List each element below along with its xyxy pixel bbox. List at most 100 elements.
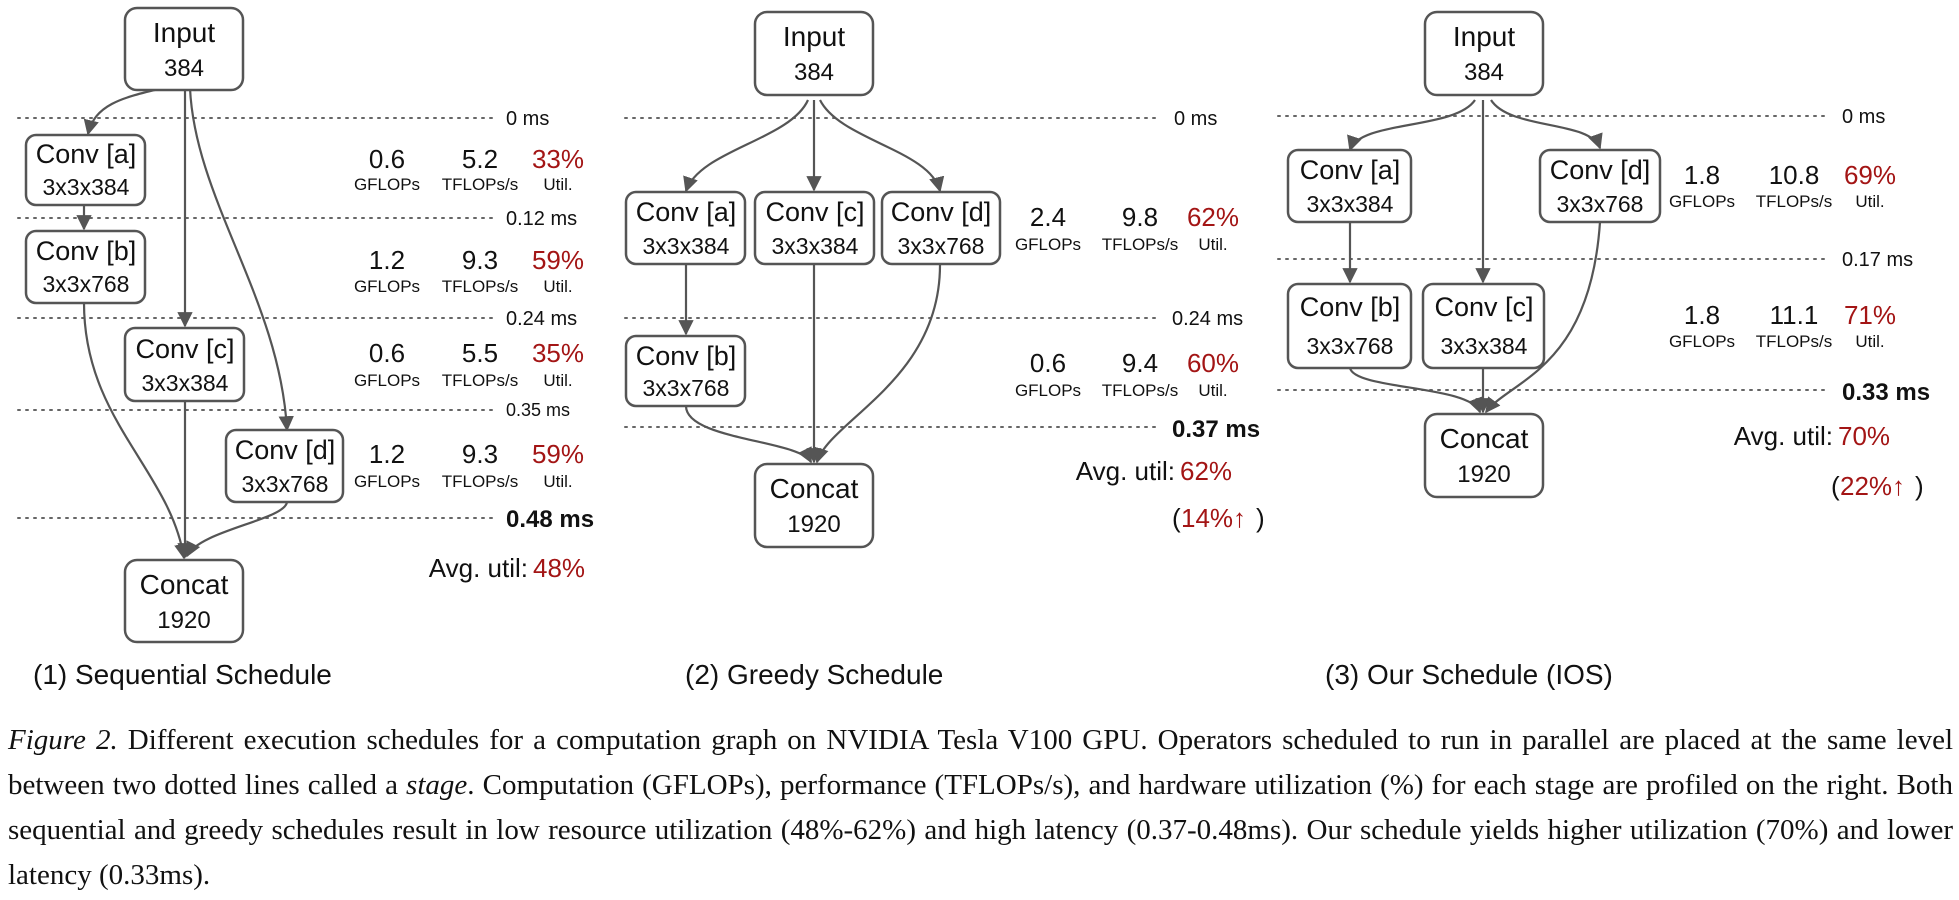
svg-text:Concat: Concat (770, 473, 859, 504)
time-label: 0.35 ms (506, 400, 570, 420)
node-conv-b: Conv [b] 3x3x768 (24, 229, 147, 305)
svg-text:TFLOPs/s: TFLOPs/s (442, 175, 519, 194)
stage-stats: 1.8 GFLOPs 10.8 TFLOPs/s 69% Util. (1669, 160, 1896, 211)
avg-util-value: 70% (1838, 421, 1890, 451)
node-conv-a: Conv [a] 3x3x384 (24, 133, 147, 207)
svg-text:Conv [d]: Conv [d] (235, 435, 336, 465)
svg-text:Util.: Util. (1198, 381, 1227, 400)
svg-text:0.6: 0.6 (369, 144, 405, 174)
stage-stats: 1.2 GFLOPs 9.3 TFLOPs/s 59% Util. (354, 439, 584, 491)
svg-text:Conv [b]: Conv [b] (36, 236, 137, 266)
node-conv-a: Conv [a] 3x3x384 (1286, 148, 1413, 224)
svg-text:TFLOPs/s: TFLOPs/s (1102, 235, 1179, 254)
svg-text:Conv [d]: Conv [d] (891, 197, 992, 227)
time-label: 0.33 ms (1842, 379, 1930, 406)
svg-text:Conv [c]: Conv [c] (765, 197, 864, 227)
time-label: 0.37 ms (1172, 416, 1260, 443)
svg-text:Concat: Concat (1440, 423, 1529, 454)
svg-text:384: 384 (164, 55, 204, 82)
svg-text:33%: 33% (532, 144, 584, 174)
time-label: 0 ms (1174, 108, 1217, 130)
svg-text:35%: 35% (532, 338, 584, 368)
panel-title: (3) Our Schedule (IOS) (1325, 659, 1613, 690)
svg-text:1920: 1920 (1457, 461, 1510, 488)
svg-text:71%: 71% (1844, 300, 1896, 330)
svg-text:GFLOPs: GFLOPs (1669, 332, 1735, 351)
panel-sequential: 0 ms 0.12 ms 0.24 ms 0.35 ms 0.48 ms Inp… (17, 6, 594, 690)
svg-text:3x3x768: 3x3x768 (43, 271, 130, 297)
svg-text:1.8: 1.8 (1684, 160, 1720, 190)
panel-title: (1) Sequential Schedule (33, 659, 332, 690)
svg-text:Conv [c]: Conv [c] (135, 334, 234, 364)
node-conv-d: Conv [d] 3x3x768 (224, 428, 345, 504)
svg-text:Conv [a]: Conv [a] (36, 139, 137, 169)
svg-text:62%: 62% (1187, 202, 1239, 232)
svg-text:60%: 60% (1187, 348, 1239, 378)
edge (83, 86, 164, 136)
svg-text:384: 384 (794, 59, 834, 86)
svg-text:5.2: 5.2 (462, 144, 498, 174)
svg-text:9.3: 9.3 (462, 439, 498, 469)
node-conv-b: Conv [b] 3x3x768 (1286, 282, 1413, 370)
node-concat: Concat 1920 (1423, 412, 1545, 499)
svg-text:Conv [b]: Conv [b] (1300, 292, 1401, 322)
panel-title: (2) Greedy Schedule (685, 659, 943, 690)
svg-text:11.1: 11.1 (1770, 300, 1819, 330)
svg-text:3x3x768: 3x3x768 (898, 233, 985, 259)
svg-text:59%: 59% (532, 245, 584, 275)
edge (813, 264, 942, 464)
svg-text:1920: 1920 (157, 607, 210, 634)
node-conv-c: Conv [c] 3x3x384 (753, 190, 876, 266)
caption-label: Figure 2. (8, 724, 118, 756)
node-conv-b: Conv [b] 3x3x768 (624, 334, 747, 408)
svg-text:3x3x384: 3x3x384 (142, 370, 229, 396)
time-label: 0.17 ms (1842, 249, 1913, 271)
svg-text:10.8: 10.8 (1769, 160, 1820, 190)
edge (1348, 367, 1483, 414)
svg-text:GFLOPs: GFLOPs (1669, 192, 1735, 211)
svg-text:Conv [d]: Conv [d] (1550, 155, 1651, 185)
svg-text:GFLOPs: GFLOPs (354, 371, 420, 390)
svg-text:Util.: Util. (543, 472, 572, 491)
edge (819, 99, 945, 193)
svg-text:3x3x768: 3x3x768 (1557, 191, 1644, 217)
svg-text:TFLOPs/s: TFLOPs/s (442, 472, 519, 491)
edge (82, 302, 190, 560)
svg-text:0.6: 0.6 (369, 338, 405, 368)
svg-text:TFLOPs/s: TFLOPs/s (1756, 332, 1833, 351)
svg-text:GFLOPs: GFLOPs (1015, 381, 1081, 400)
svg-text:Util.: Util. (543, 371, 572, 390)
edge (186, 501, 289, 558)
svg-text:TFLOPs/s: TFLOPs/s (442, 277, 519, 296)
node-input: Input 384 (1423, 10, 1545, 97)
panel-ios: 0 ms 0.17 ms 0.33 ms Input 384 Conv [a] … (1277, 10, 1930, 690)
svg-text:TFLOPs/s: TFLOPs/s (1102, 381, 1179, 400)
svg-text:Util.: Util. (1855, 332, 1884, 351)
avg-util-label: Avg. util: (1076, 456, 1175, 486)
svg-text:Conv [a]: Conv [a] (1300, 155, 1401, 185)
stage-stats: 0.6 GFLOPs 5.2 TFLOPs/s 33% Util. (354, 144, 584, 194)
gain-value: 14%↑ (1181, 503, 1246, 533)
time-label: 0.12 ms (506, 208, 577, 230)
stage-stats: 1.2 GFLOPs 9.3 TFLOPs/s 59% Util. (354, 245, 584, 296)
node-conv-c: Conv [c] 3x3x384 (1421, 282, 1546, 370)
svg-text:GFLOPs: GFLOPs (354, 472, 420, 491)
node-conv-c: Conv [c] 3x3x384 (123, 326, 246, 403)
svg-text:Concat: Concat (140, 569, 229, 600)
gain-close: ) (1915, 471, 1924, 501)
gain-open: ( (1831, 471, 1840, 501)
gain-value: 22%↑ (1840, 471, 1905, 501)
edge (684, 405, 812, 464)
avg-util-label: Avg. util: (1734, 421, 1833, 451)
svg-text:TFLOPs/s: TFLOPs/s (442, 371, 519, 390)
svg-text:0.6: 0.6 (1030, 348, 1066, 378)
svg-text:384: 384 (1464, 59, 1504, 86)
panel-greedy: 0 ms 0.24 ms 0.37 ms Input 384 Conv [a] … (624, 10, 1265, 690)
svg-text:3x3x384: 3x3x384 (1441, 333, 1528, 359)
svg-text:59%: 59% (532, 439, 584, 469)
schedule-figure: 0 ms 0.12 ms 0.24 ms 0.35 ms 0.48 ms Inp… (17, 6, 1930, 690)
svg-text:3x3x768: 3x3x768 (242, 471, 329, 497)
edge (683, 99, 810, 193)
node-input: Input 384 (123, 6, 245, 92)
time-label: 0 ms (1842, 106, 1885, 128)
